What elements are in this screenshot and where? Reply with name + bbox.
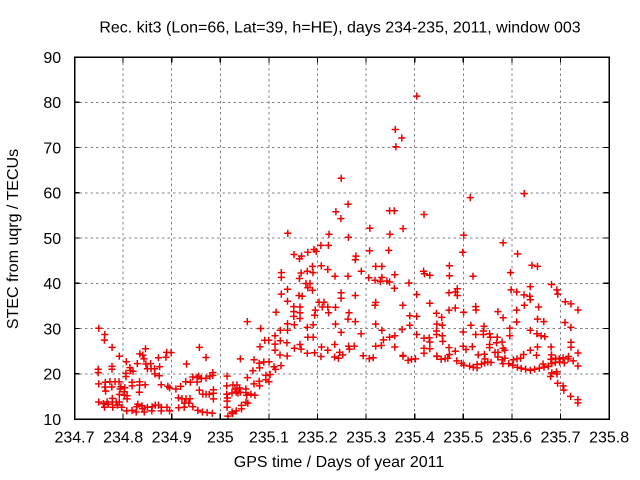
- svg-text:235.3: 235.3: [346, 430, 386, 447]
- svg-text:STEC from uqrg / TECUs: STEC from uqrg / TECUs: [5, 149, 22, 329]
- svg-text:234.7: 234.7: [54, 430, 94, 447]
- svg-text:234.9: 234.9: [152, 430, 192, 447]
- svg-text:30: 30: [43, 321, 61, 338]
- svg-text:60: 60: [43, 186, 61, 203]
- svg-text:235: 235: [207, 430, 234, 447]
- svg-text:235.6: 235.6: [492, 430, 532, 447]
- svg-text:235.1: 235.1: [249, 430, 289, 447]
- svg-text:10: 10: [43, 412, 61, 429]
- svg-text:50: 50: [43, 231, 61, 248]
- svg-text:235.2: 235.2: [297, 430, 337, 447]
- svg-text:80: 80: [43, 95, 61, 112]
- svg-text:70: 70: [43, 140, 61, 157]
- svg-text:234.8: 234.8: [103, 430, 143, 447]
- svg-text:235.8: 235.8: [589, 430, 629, 447]
- svg-text:Rec. kit3 (Lon=66, Lat=39, h=H: Rec. kit3 (Lon=66, Lat=39, h=HE), days 2…: [99, 20, 580, 37]
- svg-text:40: 40: [43, 276, 61, 293]
- svg-text:GPS time / Days of year 2011: GPS time / Days of year 2011: [234, 454, 445, 471]
- svg-text:235.4: 235.4: [395, 430, 435, 447]
- svg-text:20: 20: [43, 367, 61, 384]
- svg-text:235.5: 235.5: [443, 430, 483, 447]
- svg-text:90: 90: [43, 50, 61, 67]
- svg-text:235.7: 235.7: [540, 430, 580, 447]
